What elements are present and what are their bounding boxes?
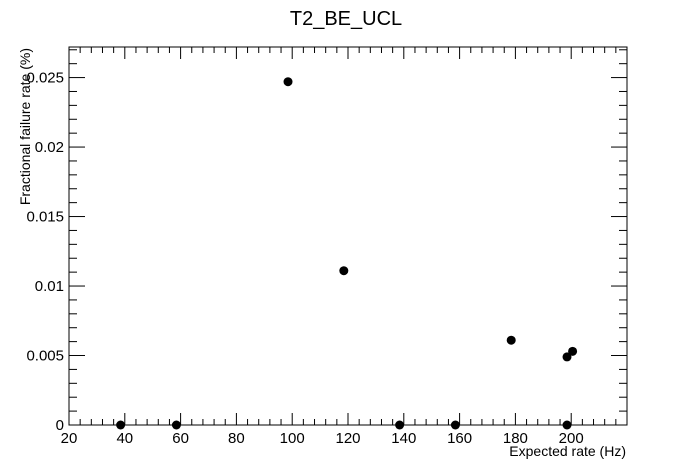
data-point bbox=[283, 77, 293, 87]
x-axis-tick-labels: 20 40 60 80 100 120 140 160 180 200 bbox=[61, 430, 584, 447]
y-tick-label: 0.005 bbox=[26, 348, 64, 365]
y-tick-label: 0.02 bbox=[35, 139, 64, 156]
x-tick-label: 200 bbox=[559, 430, 584, 447]
x-axis-label: Expected rate (Hz) bbox=[509, 443, 626, 459]
x-tick-label: 100 bbox=[280, 430, 305, 447]
data-point bbox=[506, 335, 516, 345]
data-point bbox=[568, 346, 578, 356]
x-tick-label: 160 bbox=[447, 430, 472, 447]
x-tick-label: 40 bbox=[116, 430, 133, 447]
y-tick-label: 0.01 bbox=[35, 278, 64, 295]
y-tick-label: 0.025 bbox=[26, 70, 64, 87]
x-tick-label: 80 bbox=[228, 430, 245, 447]
y-axis-tick-labels: 0 0.005 0.01 0.015 0.02 0.025 bbox=[26, 70, 64, 434]
y-axis-label: Fractional failure rate (%) bbox=[17, 48, 33, 205]
x-tick-label: 180 bbox=[503, 430, 528, 447]
chart-title: T2_BE_UCL bbox=[290, 8, 402, 30]
x-tick-label: 60 bbox=[172, 430, 189, 447]
data-point bbox=[395, 420, 405, 430]
y-tick-label: 0 bbox=[56, 417, 64, 434]
data-markers bbox=[116, 77, 578, 430]
x-tick-label: 20 bbox=[61, 430, 78, 447]
x-axis-ticks bbox=[68, 47, 628, 425]
x-tick-label: 120 bbox=[335, 430, 360, 447]
y-axis-ticks bbox=[69, 49, 627, 426]
x-tick-label: 140 bbox=[391, 430, 416, 447]
data-point bbox=[562, 352, 572, 362]
data-point bbox=[116, 420, 126, 430]
plot-frame bbox=[68, 46, 628, 426]
data-point bbox=[339, 266, 349, 276]
data-point bbox=[450, 420, 460, 430]
data-point bbox=[562, 420, 572, 430]
data-point bbox=[171, 420, 181, 430]
y-tick-label: 0.015 bbox=[26, 209, 64, 226]
